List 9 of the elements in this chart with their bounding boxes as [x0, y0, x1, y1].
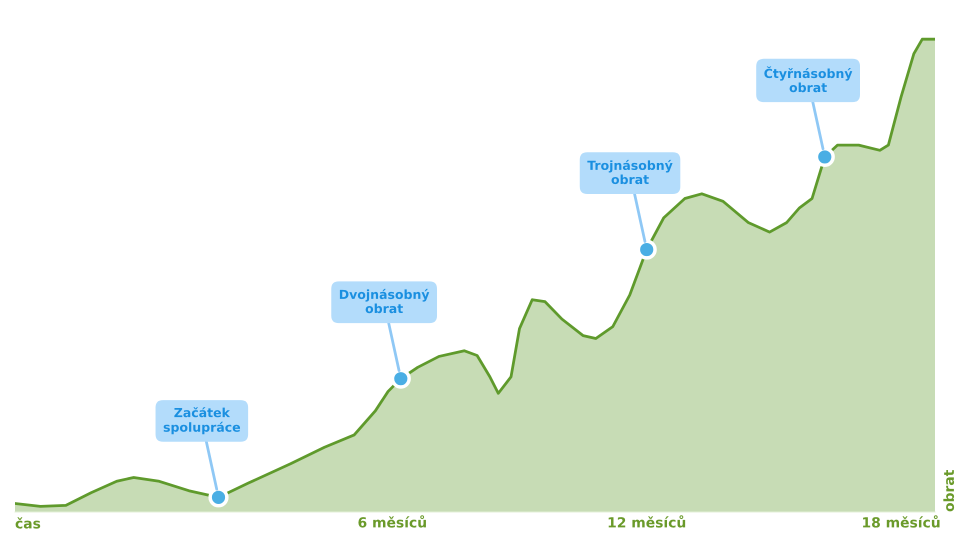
x-tick-label: 6 měsíců: [358, 515, 426, 528]
annotation: Dvojnásobný obrat: [340, 288, 430, 314]
x-axis-title: čas: [16, 517, 40, 529]
x-tick-label: 12 měsíců: [608, 515, 686, 528]
annotation: Začátek spolupráce: [164, 407, 240, 434]
annotation: Trojnásobný obrat: [587, 160, 673, 184]
annotation: Čtyřnásobný obrat: [764, 66, 852, 92]
y-axis-title: obrat: [943, 470, 954, 512]
x-tick-label: 18 měsíců: [863, 515, 940, 528]
